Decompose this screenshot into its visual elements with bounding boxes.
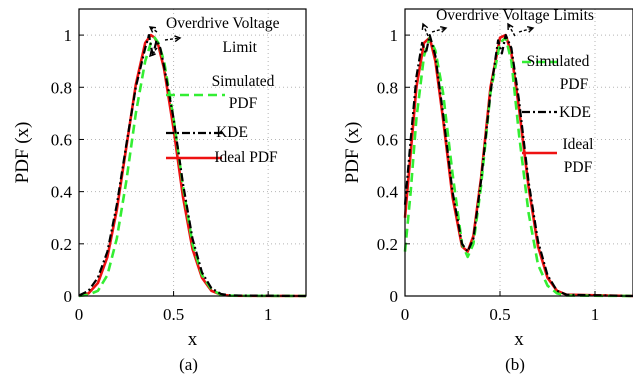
legend-label: PDF	[229, 95, 258, 112]
axes-frame	[78, 8, 307, 297]
series-line-kde	[78, 33, 307, 298]
annotation-text: Overdrive Voltage Limits	[436, 7, 594, 24]
x-axis-label: x	[188, 329, 198, 350]
annotation-arrowhead	[526, 25, 535, 33]
legend-label: Ideal	[563, 136, 594, 153]
y-tick-label: 0.6	[377, 130, 398, 149]
annotation-arrowhead	[421, 22, 429, 31]
annotation-arrow	[164, 37, 181, 41]
y-axis-label: PDF (x)	[12, 122, 33, 184]
annotation-arrowhead	[174, 35, 182, 43]
y-axis-label: PDF (x)	[342, 122, 363, 184]
panel-caption: (b)	[505, 355, 525, 374]
x-tick-label: 0	[401, 305, 410, 324]
legend-label: Ideal PDF	[214, 149, 278, 166]
y-tick-label: 0	[390, 287, 399, 306]
y-tick-label: 0.2	[51, 235, 72, 254]
annotation-text: Limit	[223, 39, 258, 56]
legend-label: KDE	[559, 104, 591, 121]
annotation-arrow	[422, 23, 429, 37]
y-tick-label: 0	[64, 287, 73, 306]
annotation-arrowhead	[149, 49, 156, 58]
annotation-arrow	[518, 27, 534, 33]
panel-caption: (a)	[179, 355, 198, 374]
x-tick-label: 0.5	[163, 305, 184, 324]
annotation-arrow	[431, 27, 447, 33]
annotation-arrowhead	[439, 25, 448, 33]
x-tick-label: 0	[75, 305, 84, 324]
chart-panel-1: 0 0.2 0.4 0.6 0.8 1 0 0.5 1 x PDF (x) (a) Overdrive …	[12, 8, 307, 374]
y-tick-label: 1	[64, 26, 73, 45]
annotation-arrow	[149, 47, 158, 57]
legend-label: PDF	[560, 76, 589, 93]
y-tick-label: 0.2	[377, 235, 398, 254]
legend-label: PDF	[564, 159, 593, 176]
y-tick-label: 0.6	[51, 130, 72, 149]
x-tick-label: 1	[591, 305, 600, 324]
legend-label: Simulated	[212, 73, 275, 90]
annotation-text: Overdrive Voltage	[166, 15, 280, 32]
legend-label: Simulated	[527, 53, 590, 70]
y-tick-label: 1	[390, 26, 399, 45]
x-axis-label: x	[514, 329, 524, 350]
y-tick-label: 0.4	[377, 183, 399, 202]
annotation-arrowhead	[507, 22, 514, 31]
annotation-arrowhead	[148, 26, 157, 33]
series-line-kde	[403, 33, 633, 298]
axes-frame	[404, 8, 633, 297]
legend-label: KDE	[216, 124, 248, 141]
x-tick-label: 0.5	[489, 305, 510, 324]
y-tick-label: 0.8	[51, 78, 72, 97]
y-tick-label: 0.4	[51, 183, 73, 202]
x-tick-label: 1	[264, 305, 273, 324]
y-tick-label: 0.8	[377, 78, 398, 97]
chart-panel-2: 0 0.2 0.4 0.6 0.8 1 0 0.5 1 x PDF (x) (b) Overdrive …	[342, 7, 633, 374]
annotation-arrow	[507, 23, 516, 37]
